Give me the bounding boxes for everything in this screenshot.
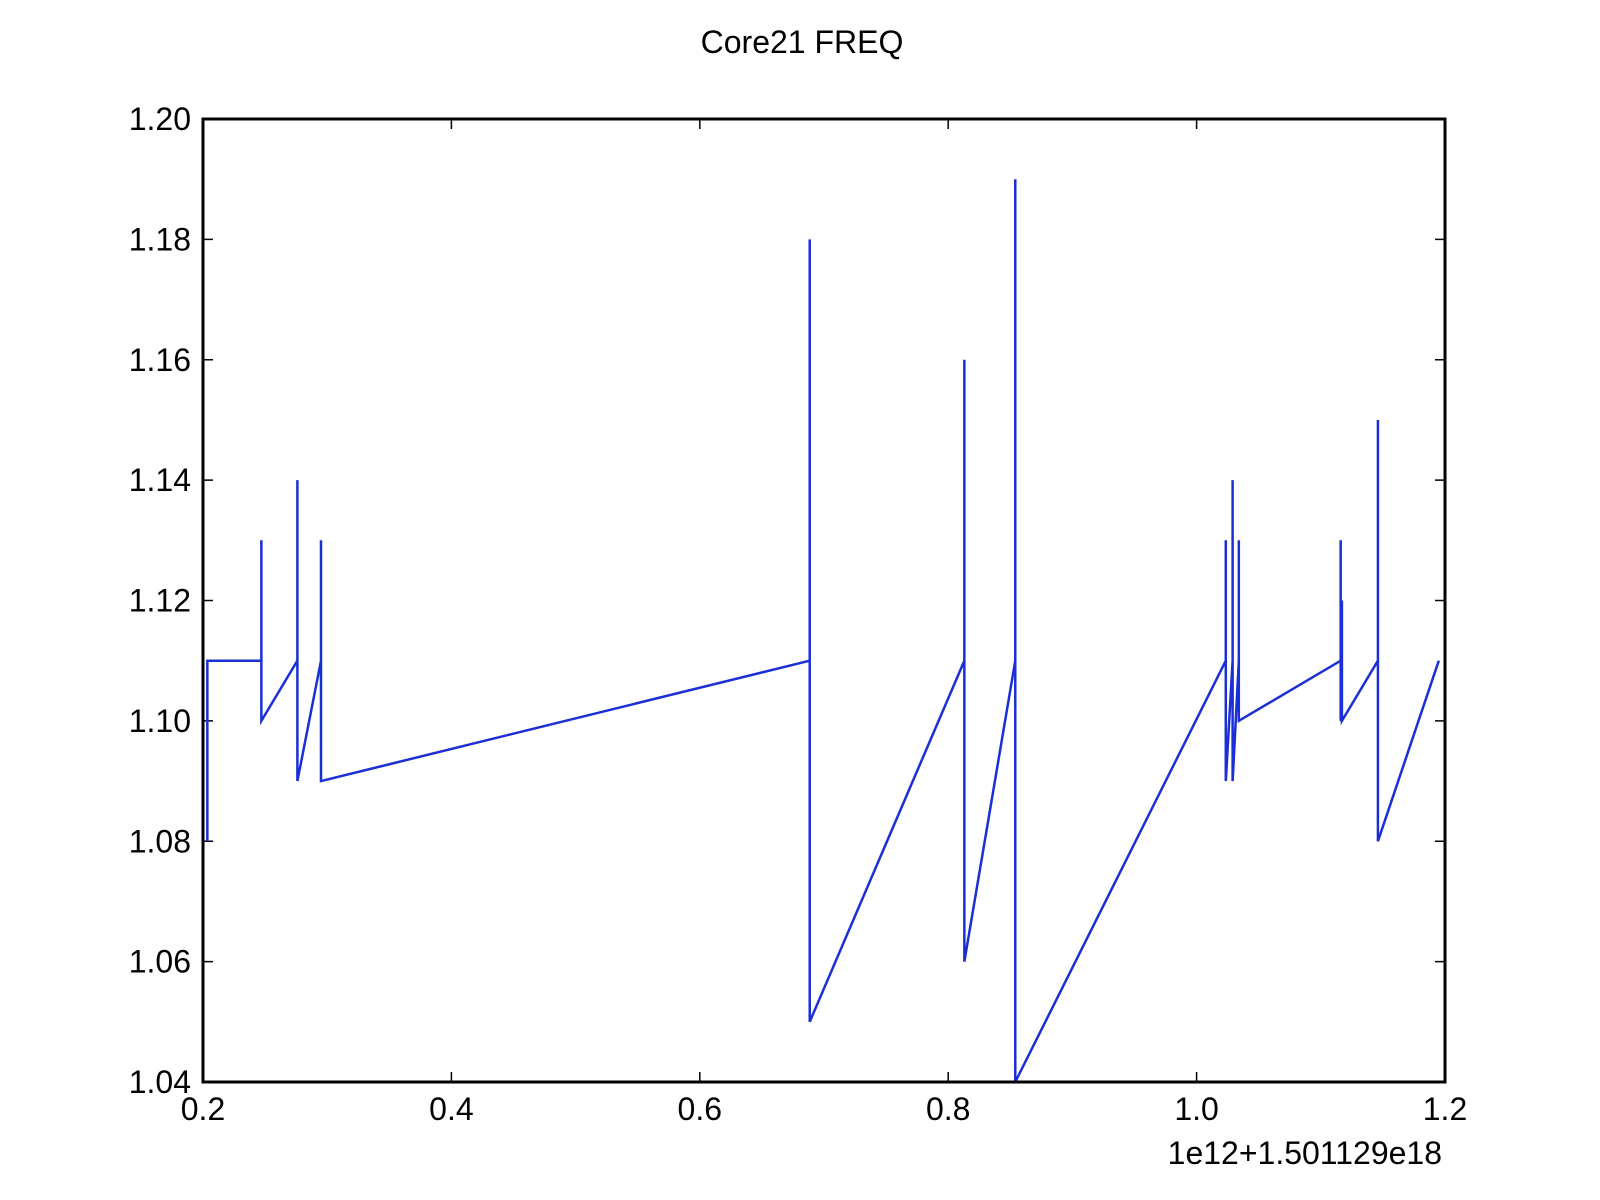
series-line-0 (206, 179, 1440, 1083)
y-tick-label: 1.04 (129, 1064, 191, 1100)
y-tick-label: 1.16 (129, 342, 191, 378)
y-tick-label: 1.08 (129, 823, 191, 859)
chart-title: Core21 FREQ (701, 24, 904, 60)
y-axis-labels: 1.04 1.06 1.08 1.10 1.12 1.14 1.16 1.18 1.20 (129, 101, 191, 1100)
y-tick-label: 1.20 (129, 101, 191, 137)
x-tick-label: 0.2 (181, 1091, 225, 1127)
x-tick-label: 1.2 (1423, 1091, 1467, 1127)
x-tick-label: 0.4 (429, 1091, 473, 1127)
y-tick-label: 1.10 (129, 703, 191, 739)
y-tick-label: 1.18 (129, 221, 191, 257)
x-axis-labels: 0.2 0.4 0.6 0.8 1.0 1.2 (181, 1091, 1467, 1127)
plot-frame (201, 117, 1447, 1084)
y-tick-label: 1.12 (129, 583, 191, 619)
x-tick-label: 1.0 (1174, 1091, 1218, 1127)
y-tick-label: 1.14 (129, 462, 191, 498)
x-tick-label: 0.8 (926, 1091, 970, 1127)
axis-ticks (202, 118, 1446, 1083)
y-tick-label: 1.06 (129, 944, 191, 980)
x-axis-offset-label: 1e12+1.501129e18 (1168, 1135, 1442, 1171)
series-layer (206, 179, 1440, 1083)
x-tick-label: 0.6 (678, 1091, 722, 1127)
plot-area (201, 117, 1447, 1084)
